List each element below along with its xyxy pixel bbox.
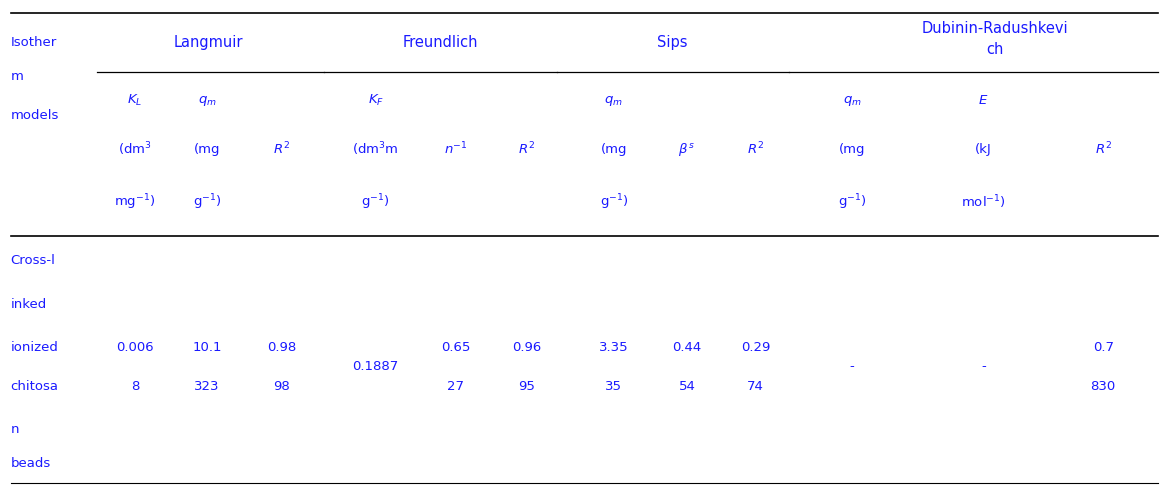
Text: $\mathrm{g}^{-1})$: $\mathrm{g}^{-1})$	[600, 192, 628, 212]
Text: (kJ: (kJ	[975, 143, 991, 155]
Text: 95: 95	[518, 380, 535, 393]
Text: models: models	[10, 109, 59, 122]
Text: 0.7: 0.7	[1093, 341, 1114, 354]
Text: (mg: (mg	[839, 143, 866, 155]
Text: 0.96: 0.96	[513, 341, 542, 354]
Text: -: -	[981, 360, 986, 374]
Text: 323: 323	[195, 380, 220, 393]
Text: $q_m$: $q_m$	[198, 94, 217, 108]
Text: (mg: (mg	[601, 143, 627, 155]
Text: $K_F$: $K_F$	[368, 93, 383, 108]
Text: $\mathrm{mol}^{-1})$: $\mathrm{mol}^{-1})$	[961, 193, 1005, 211]
Text: $R^2$: $R^2$	[747, 141, 764, 157]
Text: 830: 830	[1090, 380, 1116, 393]
Text: 0.006: 0.006	[116, 341, 154, 354]
Text: Freundlich: Freundlich	[403, 35, 479, 50]
Text: Sips: Sips	[657, 35, 687, 50]
Text: $\mathrm{g}^{-1})$: $\mathrm{g}^{-1})$	[361, 192, 390, 212]
Text: (mg: (mg	[193, 143, 220, 155]
Text: $n^{-1}$: $n^{-1}$	[444, 141, 467, 157]
Text: $\mathrm{g}^{-1})$: $\mathrm{g}^{-1})$	[193, 192, 221, 212]
Text: 0.44: 0.44	[672, 341, 701, 354]
Text: 8: 8	[130, 380, 140, 393]
Text: 0.98: 0.98	[267, 341, 296, 354]
Text: Isother: Isother	[10, 36, 57, 49]
Text: $q_m$: $q_m$	[842, 94, 862, 108]
Text: inked: inked	[10, 298, 47, 311]
Text: $R^2$: $R^2$	[1095, 141, 1111, 157]
Text: Langmuir: Langmuir	[174, 35, 243, 50]
Text: $R^2$: $R^2$	[273, 141, 290, 157]
Text: ch: ch	[987, 42, 1004, 57]
Text: $\beta^{\,s}$: $\beta^{\,s}$	[678, 141, 696, 158]
Text: 74: 74	[747, 380, 764, 393]
Text: $(\mathrm{dm}^3$: $(\mathrm{dm}^3$	[118, 140, 151, 158]
Text: $E$: $E$	[979, 94, 989, 107]
Text: beads: beads	[10, 457, 51, 470]
Text: 10.1: 10.1	[192, 341, 221, 354]
Text: $\mathrm{mg}^{-1})$: $\mathrm{mg}^{-1})$	[114, 192, 156, 212]
Text: 98: 98	[273, 380, 290, 393]
Text: ionized: ionized	[10, 341, 58, 354]
Text: $\mathrm{g}^{-1})$: $\mathrm{g}^{-1})$	[838, 192, 867, 212]
Text: 35: 35	[606, 380, 622, 393]
Text: Dubinin-Radushkevi: Dubinin-Radushkevi	[922, 20, 1068, 36]
Text: n: n	[10, 423, 19, 436]
Text: 3.35: 3.35	[599, 341, 629, 354]
Text: Cross-l: Cross-l	[10, 254, 56, 267]
Text: 0.29: 0.29	[741, 341, 770, 354]
Text: 27: 27	[447, 380, 465, 393]
Text: chitosa: chitosa	[10, 380, 58, 393]
Text: $q_m$: $q_m$	[605, 94, 623, 108]
Text: m: m	[10, 70, 23, 83]
Text: $R^2$: $R^2$	[518, 141, 535, 157]
Text: -: -	[849, 360, 854, 374]
Text: 0.65: 0.65	[442, 341, 471, 354]
Text: 0.1887: 0.1887	[353, 360, 398, 374]
Text: $(\mathrm{dm}^3\mathrm{m}$: $(\mathrm{dm}^3\mathrm{m}$	[352, 140, 398, 158]
Text: 54: 54	[679, 380, 696, 393]
Text: $K_L$: $K_L$	[127, 93, 142, 108]
